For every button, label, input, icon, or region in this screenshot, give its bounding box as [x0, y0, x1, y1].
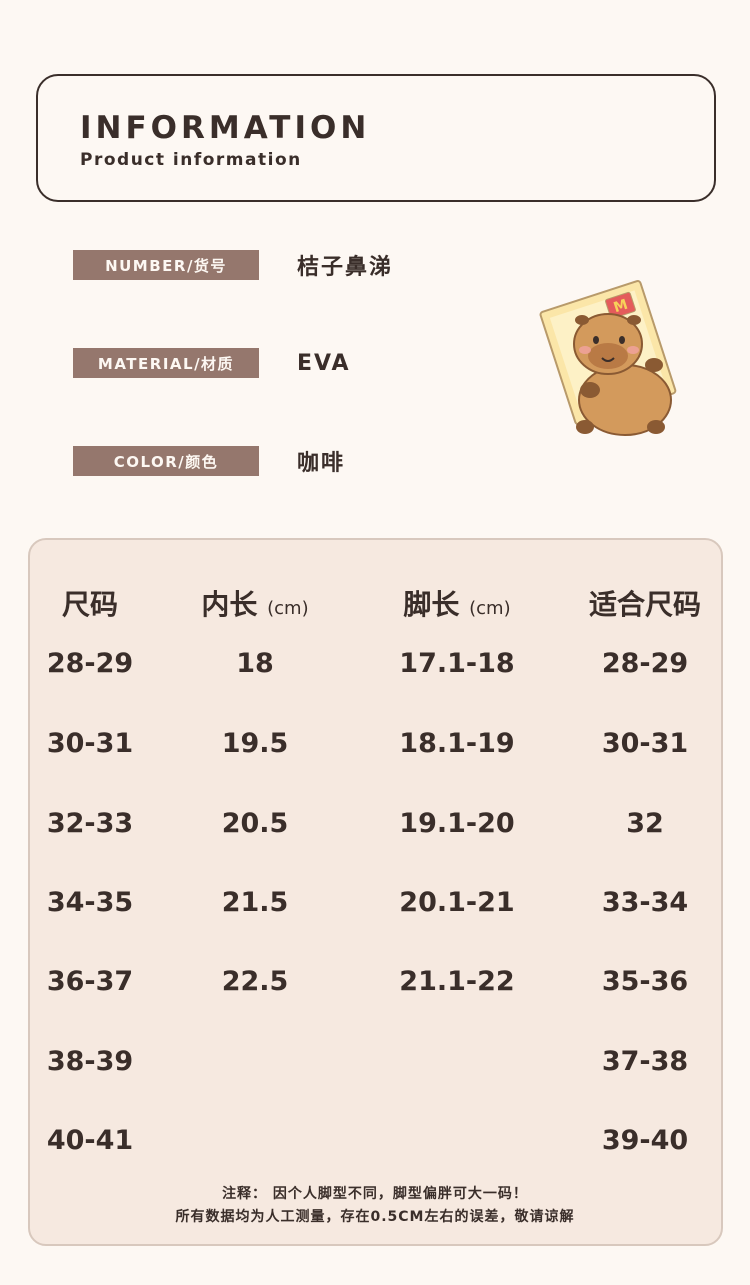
header-inner-length: 内长 (cm) [201, 588, 309, 621]
spec-row-material: MATERIAL/材质 EVA [73, 348, 351, 378]
info-subtitle: Product information [80, 150, 302, 170]
table-cell-size: 36-37 [46, 966, 134, 997]
capybara-in-box-icon: M [539, 280, 677, 436]
table-cell-size: 30-31 [46, 728, 134, 759]
table-cell-inner-length: 18 [236, 648, 274, 679]
spec-label-number: NUMBER/货号 [73, 250, 259, 280]
header-foot-length-unit: (cm) [469, 598, 511, 619]
spec-label-color: COLOR/颜色 [73, 446, 259, 476]
table-cell-size: 38-39 [46, 1046, 134, 1077]
info-title: INFORMATION [80, 110, 371, 146]
table-cell-inner-length: 21.5 [221, 887, 289, 918]
table-cell-size: 28-29 [46, 648, 134, 679]
note-line-1: 注释： 因个人脚型不同，脚型偏胖可大一码！ [222, 1186, 528, 1202]
table-cell-foot-length: 19.1-20 [399, 808, 515, 839]
table-cell-fit-size: 30-31 [601, 728, 689, 759]
spec-row-number: NUMBER/货号 桔子鼻涕 [73, 250, 393, 280]
table-cell-fit-size: 39-40 [601, 1125, 689, 1156]
table-cell-fit-size: 32 [626, 808, 664, 839]
table-cell-foot-length: 21.1-22 [399, 966, 515, 997]
table-cell-inner-length: 20.5 [221, 808, 289, 839]
table-cell-size: 32-33 [46, 808, 134, 839]
table-cell-size: 40-41 [46, 1125, 134, 1156]
table-cell-fit-size: 35-36 [601, 966, 689, 997]
box-badge-text: M [612, 297, 630, 317]
table-cell-foot-length: 18.1-19 [399, 728, 515, 759]
header-size: 尺码 [61, 588, 118, 621]
note-line-2: 所有数据均为人工测量，存在0.5CM左右的误差，敬请谅解 [175, 1209, 575, 1225]
information-header-box: INFORMATION Product information [36, 74, 716, 202]
spec-label-material: MATERIAL/材质 [73, 348, 259, 378]
header-foot-length: 脚长 (cm) [403, 588, 511, 621]
table-cell-foot-length: 17.1-18 [399, 648, 515, 679]
spec-value-number: 桔子鼻涕 [297, 255, 394, 280]
table-cell-foot-length: 20.1-21 [399, 887, 515, 918]
header-inner-length-unit: (cm) [267, 598, 309, 619]
header-fit-size: 适合尺码 [588, 588, 701, 621]
table-cell-fit-size: 37-38 [601, 1046, 689, 1077]
table-cell-fit-size: 28-29 [601, 648, 689, 679]
spec-value-material: EVA [297, 350, 351, 376]
table-cell-fit-size: 33-34 [601, 887, 689, 918]
table-cell-size: 34-35 [46, 887, 134, 918]
table-cell-inner-length: 19.5 [221, 728, 289, 759]
table-cell-inner-length: 22.5 [221, 966, 289, 997]
spec-row-color: COLOR/颜色 咖啡 [73, 446, 345, 476]
size-table-panel [28, 538, 723, 1246]
spec-value-color: 咖啡 [297, 451, 346, 476]
